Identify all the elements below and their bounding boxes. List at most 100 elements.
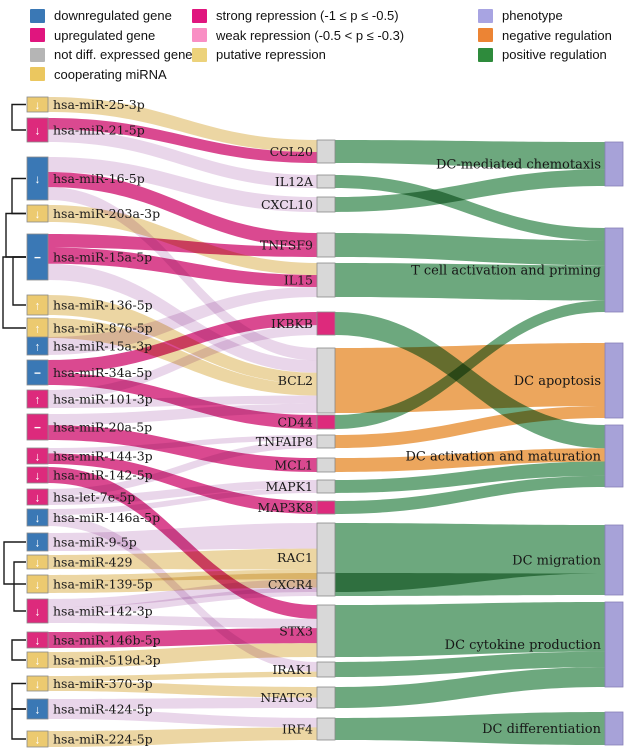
mirna-label-miR-25-3p: hsa-miR-25-3p [53,97,145,112]
legend-label: positive regulation [502,47,607,63]
mirna-node-miR-519d-3p [26,651,49,669]
gene-node-STX3 [316,604,336,658]
gene-node-IRAK1 [316,661,336,678]
mirna-down-arrow-icon: ↓ [35,605,41,619]
mirna-node-miR-21-5p [26,117,49,143]
flow-miR-15a-5p-IL15 [48,247,317,287]
coop-bracket-miR-15a-5p-miR-876-5p [2,256,26,329]
mirna-down-arrow-icon: ↓ [35,654,41,668]
positive-regulation-swatch [478,47,493,62]
legend-label: upregulated gene [54,27,156,43]
gene-node-BCL2 [316,347,336,414]
gene-node-IKBKB [316,311,336,336]
flow-miR-16-5p-TNFSF9 [48,172,317,247]
mirna-node-miR-370-3p [26,675,49,692]
mirna-label-miR-142-3p: hsa-miR-142-3p [53,604,153,619]
flow-IL15-tcell [335,263,605,301]
mirna-up-arrow-icon: ↑ [35,299,41,313]
flow-CCL20-chemotaxis [335,140,605,170]
legend-item: putative repression [192,45,404,65]
mirna-label-miR-16-5p: hsa-miR-16-5p [53,171,145,186]
legend-item: phenotype [478,6,612,26]
gene-node-NFATC3 [316,686,336,709]
flow-miR-21-5p-CCL20 [48,118,317,163]
mirna-node-miR-34a-5p [26,359,49,386]
legend-label: phenotype [502,8,563,24]
gene-label-IRF4: IRF4 [282,722,313,737]
mirna-down-arrow-icon: ↓ [35,634,41,648]
flow-miR-15a-5p-TNFSF9 [48,234,317,257]
mirna-down-arrow-icon: ↓ [35,578,41,592]
flow-TNFAIP8-apoptosis [335,406,605,448]
downregulated-gene-swatch [30,8,45,23]
mirna-down-arrow-icon: ↓ [35,491,41,505]
phenotype-label-tcell: T cell activation and priming [411,264,601,279]
mirna-label-miR-34a-5p: hsa-miR-34a-5p [53,365,152,380]
mirna-up-arrow-icon: ↑ [35,340,41,354]
flow-MCL1-activation [335,448,605,472]
mirna-node-let-7e-5p [26,488,49,506]
mirna-node-miR-203a-3p [26,204,49,223]
flow-miR-424-5p-NFATC3 [48,697,317,709]
flow-miR-876-5p-BCL2 [48,318,317,396]
flow-miR-424-5p-IRF4 [48,709,317,728]
flow-NFATC3-cytokine [335,667,605,708]
mirna-node-miR-146b-5p [26,631,49,649]
mirna-down-arrow-icon: ↓ [35,733,41,747]
flow-miR-224-5p-IRF4 [48,727,317,747]
mirna-up-arrow-icon: ↑ [35,322,41,336]
legend-item: upregulated gene [30,26,193,46]
legend-column-repression: strong repression (-1 ≤ p ≤ -0.5) weak r… [192,6,404,65]
flow-TNFSF9-tcell [335,233,605,266]
legend-item: strong repression (-1 ≤ p ≤ -0.5) [192,6,404,26]
mirna-node-miR-142-5p [26,466,49,484]
gene-node-MCL1 [316,457,336,473]
mirna-label-miR-20a-5p: hsa-miR-20a-5p [53,420,152,435]
coop-bracket-miR-16-5p-miR-203a-3p [11,177,26,215]
mirna-node-miR-146a-5p [26,508,49,527]
phenotype-label-activation: DC activation and maturation [405,450,601,465]
not-diff-expressed-swatch [30,47,45,62]
gene-label-CCL20: CCL20 [270,144,313,159]
gene-label-CXCR4: CXCR4 [268,577,313,592]
mirna-node-miR-142-3p [26,598,49,624]
legend-item: positive regulation [478,45,612,65]
gene-label-IKBKB: IKBKB [271,316,313,331]
mirna-down-arrow-icon: ↓ [35,124,41,138]
flow-miR-34a-5p-IKBKB [48,312,317,374]
gene-node-MAP3K8 [316,500,336,515]
gene-label-CD44: CD44 [278,415,314,430]
flow-IRF4-differentiation [335,712,605,745]
mirna-dash-arrow-icon: − [34,251,41,265]
flow-miR-21-5p-IL12A [48,129,317,188]
gene-label-MCL1: MCL1 [274,458,313,473]
legend-column-regulation: phenotype negative regulation positive r… [478,6,612,65]
flow-miR-16-5p-CXCL10 [48,157,317,212]
flow-miR-34a-5p-CD44 [48,373,317,429]
coop-bracket-miR-9-5p-miR-139-5p [3,541,26,585]
coop-bracket-miR-146b-5p-miR-519d-3p [11,639,26,661]
flow-let-7e-5p-TNFAIP8 [48,440,317,497]
legend-label: negative regulation [502,27,612,43]
phenotype-node-migration [604,524,624,596]
flow-IRAK1-cytokine [335,651,605,677]
phenotype-node-activation [604,424,624,488]
coop-bracket-miR-429-miR-142-3p [13,561,26,612]
gene-label-IL12A: IL12A [275,174,314,189]
mirna-node-miR-15a-3p [26,336,49,356]
gene-label-CXCL10: CXCL10 [261,197,313,212]
legend-label: downregulated gene [54,8,172,24]
flow-miR-142-5p-STX3 [48,467,317,619]
mirna-down-arrow-icon: ↓ [35,469,41,483]
mirna-label-miR-424-5p: hsa-miR-424-5p [53,702,153,717]
flow-miR-146a-5p-MAPK1 [48,488,317,516]
legend-label: not diff. expressed gene [54,47,193,63]
gene-label-NFATC3: NFATC3 [260,690,313,705]
coop-bracket-miR-370-3p-miR-424-5p [11,682,26,710]
gene-node-IL12A [316,174,336,189]
mirna-label-miR-139-5p: hsa-miR-139-5p [53,577,153,592]
flow-STX3-cytokine [335,602,605,657]
flow-miR-203a-3p-IL15 [48,205,317,275]
mirna-dash-arrow-icon: − [34,366,41,380]
